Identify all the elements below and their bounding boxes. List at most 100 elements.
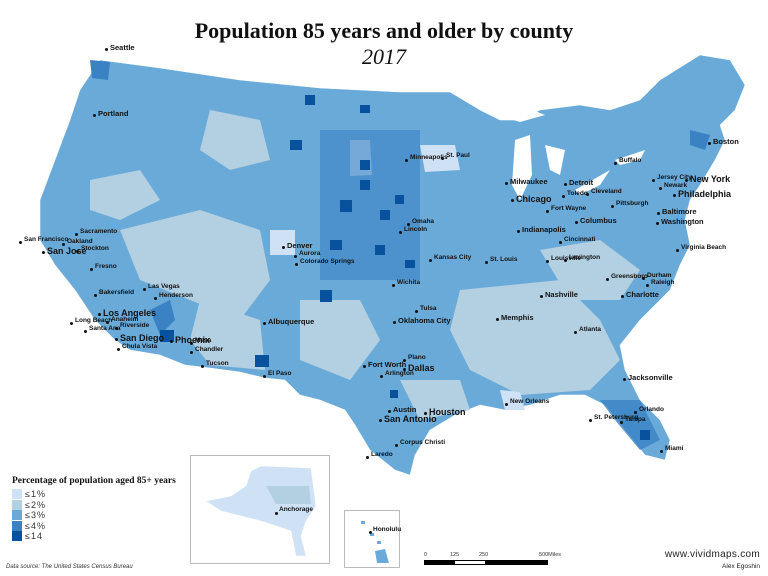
scale-bar-graphic [424,560,548,565]
city-marker-icon [76,250,79,253]
legend-item: ≤3% [12,510,176,521]
city-label: Tampa [625,416,646,423]
city-label: Austin [393,405,417,414]
city-label: Durham [647,272,672,279]
city-label: Albuquerque [268,317,315,326]
city-label: Greensboro [611,273,648,280]
city-label: Atlanta [579,326,602,333]
city-marker-icon [407,223,410,226]
credit-author: Alex Egoshin [722,563,760,570]
hawaii-inset: Honolulu [344,510,401,568]
city-marker-icon [395,444,398,447]
city-label: San Diego [120,333,165,343]
city-marker-icon [652,179,655,182]
city-label: Seattle [110,43,135,52]
city-label: El Paso [268,370,292,377]
legend-item: ≤2% [12,499,176,511]
city-marker-icon [564,183,567,186]
city-marker-icon [84,330,87,333]
city-label: Plano [408,354,426,361]
city-label: Riverside [120,322,150,329]
city-label: San Francisco [24,236,69,243]
city-label: Washington [661,217,704,226]
city-marker-icon [143,288,146,291]
city-label: Henderson [159,292,193,299]
city-marker-icon [93,114,96,117]
legend-item: ≤14 [12,531,176,542]
legend-item: ≤4% [12,520,176,532]
city-label: St. Louis [490,256,518,263]
city-marker-icon [393,321,396,324]
city-label: Boston [713,137,739,146]
legend-label: ≤1% [25,489,46,500]
legend-swatch [12,499,22,510]
city-marker-icon [642,277,645,280]
legend-swatch [12,531,22,542]
city-label: Corpus Christi [400,439,446,446]
city-marker-icon [379,419,382,422]
city-marker-icon [263,322,266,325]
page-title: Population 85 years and older by county [194,18,574,43]
city-marker-icon [708,142,711,145]
city-label: Virginia Beach [681,244,727,251]
city-marker-icon [634,411,637,414]
city-label: Kansas City [434,254,472,261]
city-anchorage: Anchorage [279,506,313,513]
city-marker-icon [115,338,118,341]
city-label: Portland [98,109,129,118]
darkest-regions [160,95,650,440]
city-marker-icon [263,375,266,378]
city-label: Detroit [569,178,594,187]
city-label: Oklahoma City [398,316,451,325]
city-marker-icon [559,241,562,244]
city-marker-icon [201,365,204,368]
city-marker-icon [403,359,406,362]
city-marker-icon [505,182,508,185]
city-marker-icon [70,322,73,325]
scale-label-125: 125 [450,552,460,558]
city-marker-icon [575,221,578,224]
city-marker-icon [673,194,676,197]
city-label: Las Vegas [148,283,180,290]
city-marker-icon [399,231,402,234]
city-marker-icon [611,205,614,208]
city-marker-icon [117,348,120,351]
city-marker-icon [42,251,45,254]
city-marker-icon [657,212,660,215]
city-marker-icon [405,159,408,162]
city-marker-icon [441,157,444,160]
credit-website: www.vividmaps.com [664,549,760,560]
city-label: Colorado Springs [300,258,355,265]
city-marker-icon [496,318,499,321]
city-marker-icon [403,368,406,371]
city-marker-icon [62,243,65,246]
city-label: Lexington [569,254,601,261]
city-label: Mesa [195,337,212,344]
city-marker-icon [614,162,617,165]
city-label: Philadelphia [678,189,732,199]
city-label: Nashville [545,290,578,299]
city-marker-icon [429,259,432,262]
city-marker-icon [511,199,514,202]
city-marker-icon [564,259,567,262]
city-label: San Jose [47,246,87,256]
legend-label: ≤2% [25,499,46,510]
city-marker-icon [154,297,157,300]
city-marker-icon [98,313,101,316]
scale-label-250: 250 [479,552,489,558]
city-label: Toledo [567,190,588,197]
city-label: Phoenix [175,335,211,345]
city-label: Anaheim [111,316,139,323]
city-marker-icon [589,419,592,422]
city-label: Baltimore [662,207,697,216]
city-label: Pittsburgh [616,200,649,207]
city-label: Raleigh [651,279,675,286]
city-label: Lincoln [404,226,428,233]
city-label: Orlando [639,406,664,413]
city-marker-icon [190,342,193,345]
city-marker-icon [676,249,679,252]
city-label: Louisville [551,255,581,263]
city-marker-icon [540,295,543,298]
city-label: Long Beach [75,317,113,324]
great-lakes [480,105,645,200]
